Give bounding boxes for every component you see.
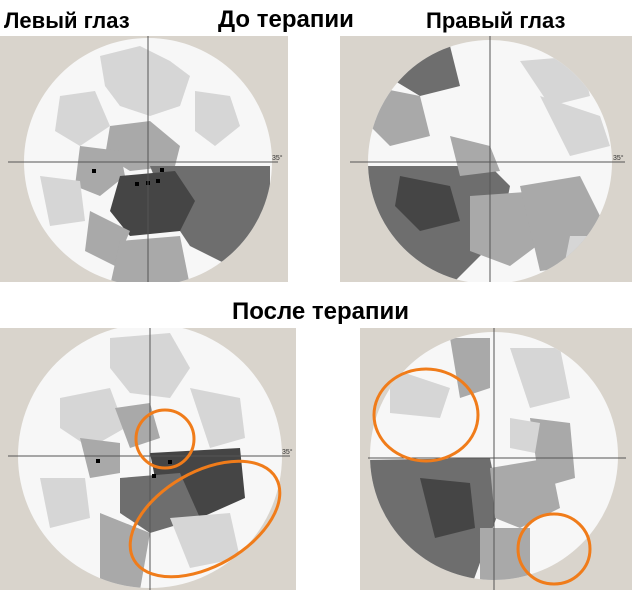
right-eye-before-field: 35° xyxy=(340,36,632,282)
right-eye-label: Правый глаз xyxy=(426,8,566,33)
axis-mark-text: 35° xyxy=(613,154,624,162)
left-eye-after-field: 35° xyxy=(0,328,296,590)
left-eye-before-field: 35° xyxy=(0,36,288,282)
axis-mark-text: 35° xyxy=(272,154,283,162)
highlight-ring xyxy=(516,512,592,586)
axis-mark-text: 35° xyxy=(282,448,293,456)
after-therapy-label: После терапии xyxy=(232,298,409,325)
right-eye-after-field xyxy=(360,328,632,590)
highlight-ring xyxy=(372,367,480,463)
highlight-ring xyxy=(134,408,196,470)
before-therapy-label: До терапии xyxy=(218,6,354,33)
left-eye-label: Левый глаз xyxy=(4,8,130,33)
highlight-ring xyxy=(128,459,282,579)
